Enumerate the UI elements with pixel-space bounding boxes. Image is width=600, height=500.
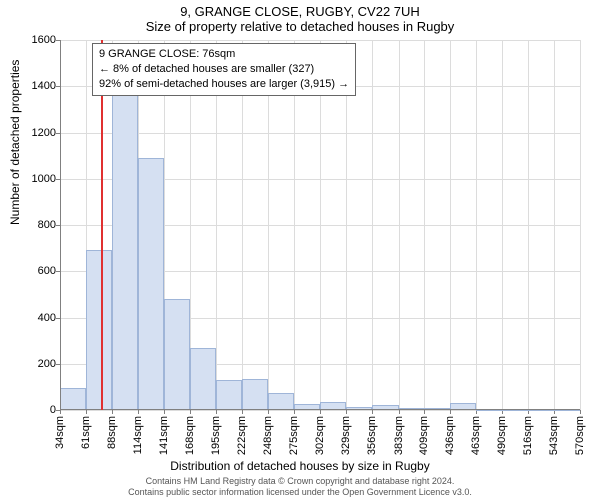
x-tick-label: 61sqm bbox=[80, 416, 92, 449]
tick-mark bbox=[112, 410, 113, 414]
chart-subtitle: Size of property relative to detached ho… bbox=[0, 19, 600, 36]
tick-mark bbox=[190, 410, 191, 414]
tick-mark bbox=[424, 410, 425, 414]
histogram-bar bbox=[60, 388, 86, 410]
gridline-v bbox=[554, 40, 555, 410]
tick-mark bbox=[399, 410, 400, 414]
x-tick-label: 248sqm bbox=[262, 416, 274, 455]
x-axis bbox=[60, 409, 580, 410]
annotation-line: 92% of semi-detached houses are larger (… bbox=[99, 77, 349, 92]
x-tick-label: 409sqm bbox=[418, 416, 430, 455]
y-tick-label: 1000 bbox=[22, 173, 56, 185]
tick-mark bbox=[138, 410, 139, 414]
gridline-v bbox=[528, 40, 529, 410]
tick-mark bbox=[164, 410, 165, 414]
annotation-line: ← 8% of detached houses are smaller (327… bbox=[99, 62, 349, 77]
footer-line: Contains public sector information licen… bbox=[0, 487, 600, 498]
chart-container: 9, GRANGE CLOSE, RUGBY, CV22 7UH Size of… bbox=[0, 0, 600, 500]
tick-mark bbox=[450, 410, 451, 414]
x-tick-label: 463sqm bbox=[470, 416, 482, 455]
y-tick-label: 0 bbox=[22, 404, 56, 416]
x-tick-label: 195sqm bbox=[210, 416, 222, 455]
x-tick-label: 543sqm bbox=[548, 416, 560, 455]
tick-mark bbox=[60, 410, 61, 414]
y-axis bbox=[60, 40, 61, 410]
x-tick-label: 516sqm bbox=[522, 416, 534, 455]
gridline-v bbox=[424, 40, 425, 410]
tick-mark bbox=[242, 410, 243, 414]
y-tick-label: 1400 bbox=[22, 80, 56, 92]
x-tick-label: 168sqm bbox=[184, 416, 196, 455]
y-tick-label: 600 bbox=[22, 265, 56, 277]
histogram-bar bbox=[164, 299, 190, 410]
tick-mark bbox=[372, 410, 373, 414]
x-tick-label: 302sqm bbox=[314, 416, 326, 455]
gridline-v bbox=[450, 40, 451, 410]
x-tick-label: 329sqm bbox=[340, 416, 352, 455]
histogram-bar bbox=[112, 77, 137, 410]
histogram-bar bbox=[138, 158, 164, 410]
tick-mark bbox=[216, 410, 217, 414]
x-tick-label: 34sqm bbox=[54, 416, 66, 449]
gridline-v bbox=[476, 40, 477, 410]
x-tick-label: 436sqm bbox=[444, 416, 456, 455]
x-tick-label: 222sqm bbox=[236, 416, 248, 455]
y-tick-label: 1200 bbox=[22, 127, 56, 139]
gridline-v bbox=[580, 40, 581, 410]
histogram-bar bbox=[242, 379, 267, 410]
histogram-bar bbox=[268, 393, 294, 410]
annotation-line: 9 GRANGE CLOSE: 76sqm bbox=[99, 47, 349, 62]
x-tick-label: 490sqm bbox=[496, 416, 508, 455]
chart-title: 9, GRANGE CLOSE, RUGBY, CV22 7UH bbox=[0, 0, 600, 19]
histogram-bar bbox=[86, 250, 112, 410]
x-tick-label: 570sqm bbox=[574, 416, 586, 455]
y-tick-label: 400 bbox=[22, 312, 56, 324]
histogram-bar bbox=[216, 380, 242, 410]
y-tick-label: 200 bbox=[22, 358, 56, 370]
x-tick-label: 275sqm bbox=[288, 416, 300, 455]
gridline-v bbox=[502, 40, 503, 410]
x-tick-label: 141sqm bbox=[158, 416, 170, 455]
tick-mark bbox=[346, 410, 347, 414]
x-axis-label: Distribution of detached houses by size … bbox=[0, 459, 600, 473]
tick-mark bbox=[86, 410, 87, 414]
tick-mark bbox=[294, 410, 295, 414]
x-tick-label: 114sqm bbox=[132, 416, 144, 454]
y-axis-label: Number of detached properties bbox=[8, 60, 22, 225]
x-tick-label: 356sqm bbox=[366, 416, 378, 455]
gridline-v bbox=[399, 40, 400, 410]
x-tick-label: 383sqm bbox=[393, 416, 405, 455]
histogram-bar bbox=[190, 348, 216, 410]
y-tick-label: 1600 bbox=[22, 34, 56, 46]
y-tick-label: 800 bbox=[22, 219, 56, 231]
footer-line: Contains HM Land Registry data © Crown c… bbox=[0, 476, 600, 487]
gridline-v bbox=[372, 40, 373, 410]
x-tick-label: 88sqm bbox=[106, 416, 118, 449]
annotation-box: 9 GRANGE CLOSE: 76sqm ← 8% of detached h… bbox=[92, 43, 356, 96]
tick-mark bbox=[320, 410, 321, 414]
tick-mark bbox=[580, 410, 581, 414]
tick-mark bbox=[268, 410, 269, 414]
footer-attribution: Contains HM Land Registry data © Crown c… bbox=[0, 476, 600, 498]
